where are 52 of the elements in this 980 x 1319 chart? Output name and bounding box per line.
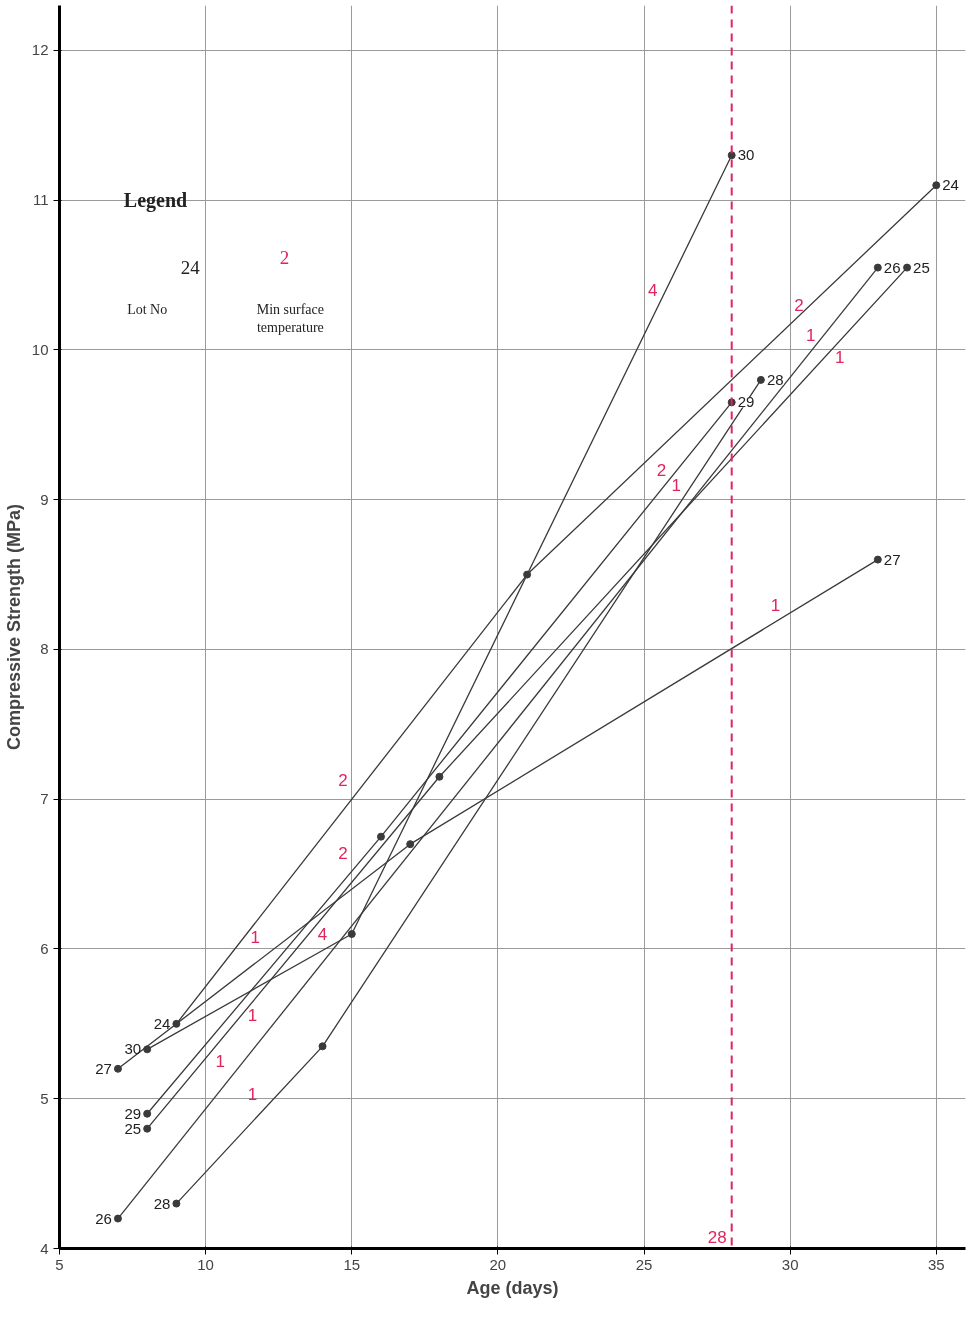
annotation: 1 <box>215 1052 225 1072</box>
text: 26 <box>883 258 901 276</box>
x-tick-label: 10 <box>197 1255 214 1273</box>
text: 28 <box>766 370 784 388</box>
y-axis-title: Compressive Strength (MPa) <box>3 503 24 751</box>
annotation: 24 <box>942 176 959 194</box>
text: 25 <box>913 258 930 276</box>
y-tick-label: 12 <box>31 41 49 59</box>
ref-line-label: 28 <box>707 1227 727 1247</box>
x-tick-label: 20 <box>489 1255 507 1273</box>
annotation: 2 <box>338 844 348 864</box>
y-tick-label: 11 <box>32 191 49 209</box>
series-label: 28 <box>153 1194 171 1212</box>
x-tick-label: 15 <box>343 1255 361 1273</box>
y-tick-label: 10 <box>31 340 49 358</box>
y-tick-label: 8 <box>40 640 49 658</box>
y-tick-label: 7 <box>40 790 49 808</box>
annotation: 1 <box>805 325 816 345</box>
annotation: 1 <box>770 595 781 615</box>
y-tick-label: 9 <box>40 490 49 508</box>
y-tick-label: 4 <box>40 1239 49 1257</box>
series-label: 25 <box>124 1119 142 1137</box>
annotation: 2 <box>338 770 348 790</box>
text: 27 <box>883 550 901 568</box>
y-tick-label: 6 <box>40 939 49 957</box>
annotation: 2 <box>279 246 290 268</box>
annotation: 2 <box>656 460 667 480</box>
annotation: 1 <box>250 928 261 947</box>
annotation: 1 <box>247 1005 258 1025</box>
series-label: 29 <box>124 1104 142 1122</box>
x-tick-label: 25 <box>635 1255 653 1273</box>
annotation: 1 <box>247 1085 258 1105</box>
x-axis-title: Age (days) <box>466 1277 559 1298</box>
x-tick-label: 5 <box>55 1255 64 1273</box>
x-tick-label: 35 <box>927 1255 945 1273</box>
text: 24 <box>180 257 200 279</box>
text: 29 <box>737 393 755 411</box>
annotation: Lot No <box>127 302 168 318</box>
text: 30 <box>737 146 755 164</box>
annotation: Legend <box>123 189 188 213</box>
series-label: 24 <box>153 1014 171 1032</box>
y-tick-label: 5 <box>40 1089 49 1107</box>
series-label: 26 <box>95 1209 112 1227</box>
annotation: 4 <box>648 281 658 301</box>
annotation: 2 <box>794 296 804 316</box>
annotation: 1 <box>835 348 845 368</box>
annotation: Min surface temperature <box>256 302 325 336</box>
annotation: 4 <box>317 925 328 945</box>
series-label: 27 <box>95 1059 112 1077</box>
series-label: 30 <box>124 1040 142 1058</box>
x-tick-label: 30 <box>781 1255 799 1273</box>
annotation: 1 <box>671 475 681 495</box>
